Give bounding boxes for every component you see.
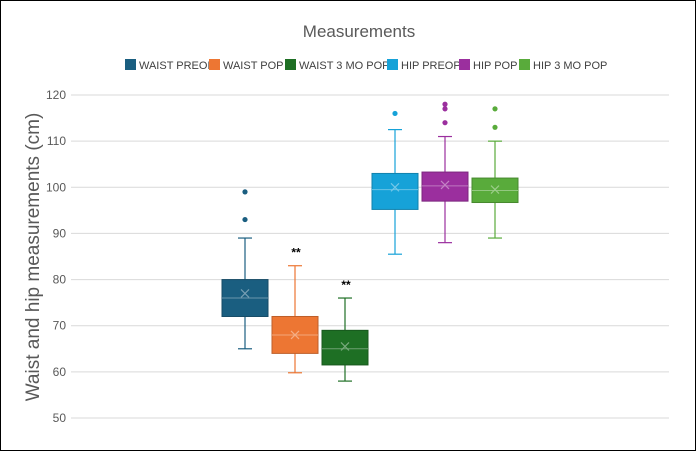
mean-marker xyxy=(440,180,450,190)
chart-title: Measurements xyxy=(303,22,415,41)
legend-swatch xyxy=(285,59,296,70)
box-body xyxy=(371,172,419,210)
legend-label: WAIST 3 MO POP xyxy=(299,60,389,72)
box-waist-pop: ** xyxy=(271,246,319,374)
significance-annotation: ** xyxy=(291,246,301,260)
outlier-point xyxy=(392,110,398,117)
legend-swatch xyxy=(459,59,470,70)
y-axis-ticks: 50 60 70 80 90 100 110 120 xyxy=(46,88,66,425)
significance-annotation: ** xyxy=(341,278,351,292)
box-body xyxy=(321,329,369,366)
mean-marker xyxy=(490,185,500,195)
y-tick-label: 90 xyxy=(53,226,67,240)
box-series: ** ** xyxy=(221,101,519,382)
legend: WAIST PREOP WAIST POP WAIST 3 MO POP HIP PR… xyxy=(125,59,607,72)
legend-label: WAIST PREOP xyxy=(139,60,215,72)
legend-item: WAIST POP xyxy=(209,59,284,72)
box-hip-3-mo-pop xyxy=(471,106,519,239)
outlier-point xyxy=(442,101,448,107)
box-waist-preop xyxy=(221,189,269,350)
y-tick-label: 120 xyxy=(46,88,66,102)
outlier-point xyxy=(492,124,498,130)
legend-swatch xyxy=(387,59,398,70)
y-tick-label: 110 xyxy=(47,134,66,148)
box-waist-3-mo-pop: ** xyxy=(321,278,369,382)
y-axis-label: Waist and hip measurements (cm) xyxy=(23,113,44,402)
legend-label: HIP PREOP xyxy=(401,60,461,72)
legend-item: HIP 3 MO POP xyxy=(519,59,607,72)
outlier-point xyxy=(442,106,448,112)
box-hip-preop xyxy=(371,110,419,255)
box-hip-pop xyxy=(421,101,469,244)
mean-marker xyxy=(390,182,400,192)
outlier-point xyxy=(492,106,498,112)
legend-swatch xyxy=(519,59,530,70)
legend-swatch xyxy=(209,59,220,70)
mean-marker xyxy=(340,342,350,351)
legend-item: HIP PREOP xyxy=(387,59,461,72)
gridlines xyxy=(71,94,669,419)
legend-item: WAIST PREOP xyxy=(125,59,215,72)
outlier-point xyxy=(442,120,448,126)
legend-label: HIP 3 MO POP xyxy=(533,60,607,72)
y-tick-label: 70 xyxy=(53,319,67,333)
legend-label: HIP POP xyxy=(473,60,517,72)
mean-marker xyxy=(240,288,250,298)
y-tick-label: 60 xyxy=(53,365,67,379)
mean-marker xyxy=(290,330,300,340)
legend-swatch xyxy=(125,59,136,70)
outlier-point xyxy=(242,216,248,223)
legend-item: WAIST 3 MO POP xyxy=(285,59,389,72)
legend-item: HIP POP xyxy=(459,59,517,72)
outlier-point xyxy=(242,189,248,195)
legend-label: WAIST POP xyxy=(223,60,284,72)
y-tick-label: 50 xyxy=(53,411,67,425)
y-tick-label: 80 xyxy=(53,273,67,287)
y-tick-label: 100 xyxy=(46,180,66,194)
box-body xyxy=(421,171,469,202)
